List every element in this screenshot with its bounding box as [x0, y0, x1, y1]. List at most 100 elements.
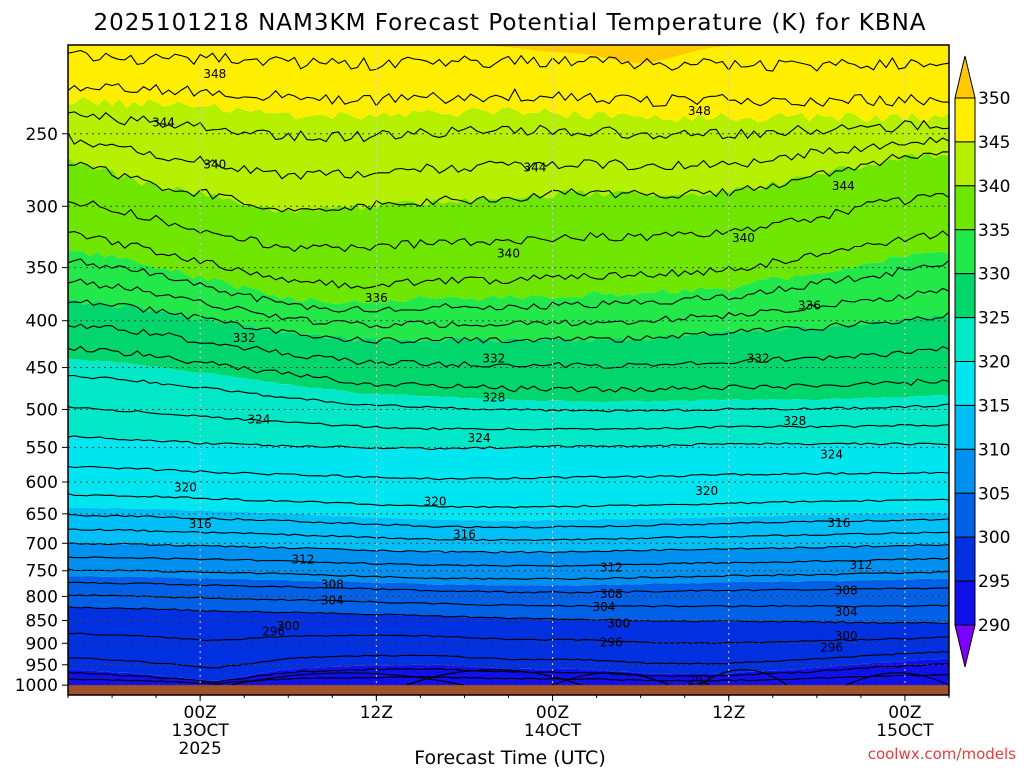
colorbar-label: 350	[978, 89, 1010, 109]
colorbar-swatch	[954, 492, 976, 538]
colorbar-swatch	[954, 361, 976, 406]
theta-band-330	[68, 250, 949, 343]
contour-346	[68, 83, 949, 107]
colorbar-label: 335	[978, 221, 1010, 241]
colorbar-label: 290	[978, 616, 1010, 636]
contour-label-296: 296	[820, 641, 843, 655]
contour-label-300: 300	[835, 629, 858, 643]
theta-band-320	[68, 358, 949, 450]
contour-label-304: 304	[592, 600, 615, 614]
colorbar-swatch	[954, 404, 976, 450]
contour-label-316: 316	[453, 528, 476, 542]
colorbar-label: 320	[978, 353, 1010, 373]
contour-label-312: 312	[849, 558, 872, 572]
contour-322	[68, 406, 949, 431]
contour-294	[68, 663, 949, 683]
colorbar-extend-top	[954, 55, 976, 99]
theta-bands	[68, 45, 949, 695]
y-axis: 2503003504004505005506006507007508008509…	[15, 125, 68, 696]
contour-label-332: 332	[233, 331, 256, 345]
y-tick-label: 700	[26, 534, 58, 554]
colorbar-label: 295	[978, 572, 1010, 592]
contour-label-304: 304	[321, 593, 344, 607]
x-tick-label: 14OCT	[524, 721, 582, 741]
surface-contour	[552, 672, 671, 686]
colorbar-label: 300	[978, 528, 1010, 548]
contour-label-344: 344	[832, 179, 855, 193]
x-tick-label: 12Z	[360, 703, 393, 723]
y-tick-label: 450	[26, 359, 58, 379]
contour-338	[68, 192, 949, 253]
contour-304	[68, 581, 949, 594]
contour-340	[68, 151, 949, 213]
contour-label-292: 292	[688, 673, 711, 687]
contour-308	[68, 556, 949, 567]
x-tick-label: 00Z	[536, 703, 569, 723]
colorbar-swatch	[954, 141, 976, 187]
contour-label-320: 320	[174, 480, 197, 494]
contour-302	[68, 594, 949, 608]
credit-link[interactable]: coolwx.com/models	[868, 745, 1016, 763]
y-tick-label: 500	[26, 400, 58, 420]
x-tick-label: 00Z	[184, 703, 217, 723]
contour-label-332: 332	[747, 352, 770, 366]
colorbar-label: 340	[978, 177, 1010, 197]
colorbar-label: 315	[978, 396, 1010, 416]
contour-330	[68, 299, 949, 344]
theta-band-300	[68, 575, 949, 624]
contour-label-320: 320	[424, 494, 447, 508]
contour-label-348: 348	[688, 104, 711, 118]
contour-label-324: 324	[468, 431, 491, 445]
y-tick-label: 750	[26, 562, 58, 582]
contour-label-308: 308	[835, 583, 858, 597]
contour-label-340: 340	[497, 247, 520, 261]
contour-label-308: 308	[600, 587, 623, 601]
y-tick-label: 1000	[15, 676, 58, 696]
y-tick-label: 900	[26, 634, 58, 654]
y-tick-label: 350	[26, 259, 58, 279]
chart-title: 2025101218 NAM3KM Forecast Potential Tem…	[93, 10, 926, 36]
theta-band-295	[68, 606, 949, 681]
contour-label-336: 336	[365, 291, 388, 305]
contour-label-312: 312	[291, 552, 314, 566]
contour-label-296: 296	[262, 625, 285, 639]
x-tick-label: 13OCT	[172, 721, 230, 741]
contour-label-344: 344	[152, 115, 175, 129]
contour-326	[68, 345, 949, 393]
contour-label-348: 348	[203, 67, 226, 81]
contour-306	[68, 568, 949, 581]
contour-label-312: 312	[600, 561, 623, 575]
surface-contour	[845, 672, 949, 686]
surface-contour	[405, 669, 583, 686]
contour-label-316: 316	[189, 517, 212, 531]
colorbar-label: 310	[978, 440, 1010, 460]
contour-label-300: 300	[277, 619, 300, 633]
contour-label-308: 308	[321, 577, 344, 591]
contour-296	[68, 650, 949, 669]
ground-surface	[68, 685, 949, 695]
contour-318	[68, 465, 949, 481]
contour-348	[68, 49, 949, 72]
x-tick-label: 2025	[179, 739, 222, 759]
contour-300	[68, 606, 949, 625]
theta-band-335	[68, 152, 949, 304]
contour-label-340: 340	[203, 157, 226, 171]
contour-310	[68, 542, 949, 554]
contour-334	[68, 258, 949, 313]
contour-316	[68, 493, 949, 509]
y-tick-label: 300	[26, 197, 58, 217]
contour-label-320: 320	[695, 484, 718, 498]
contour-336	[68, 230, 949, 289]
contour-labels: 348 348 344 344 344 340 340 340 336 336 332 332 332 3…	[152, 67, 872, 688]
y-tick-label: 800	[26, 587, 58, 607]
colorbar-label: 305	[978, 484, 1010, 504]
contour-label-296: 296	[600, 635, 623, 649]
y-tick-label: 850	[26, 612, 58, 632]
surface-contour	[699, 669, 788, 686]
colorbar-swatch	[954, 448, 976, 494]
surface-contour	[229, 672, 465, 686]
colorbar-swatch	[954, 273, 976, 319]
contour-label-304: 304	[835, 605, 858, 619]
contour-332	[68, 278, 949, 329]
